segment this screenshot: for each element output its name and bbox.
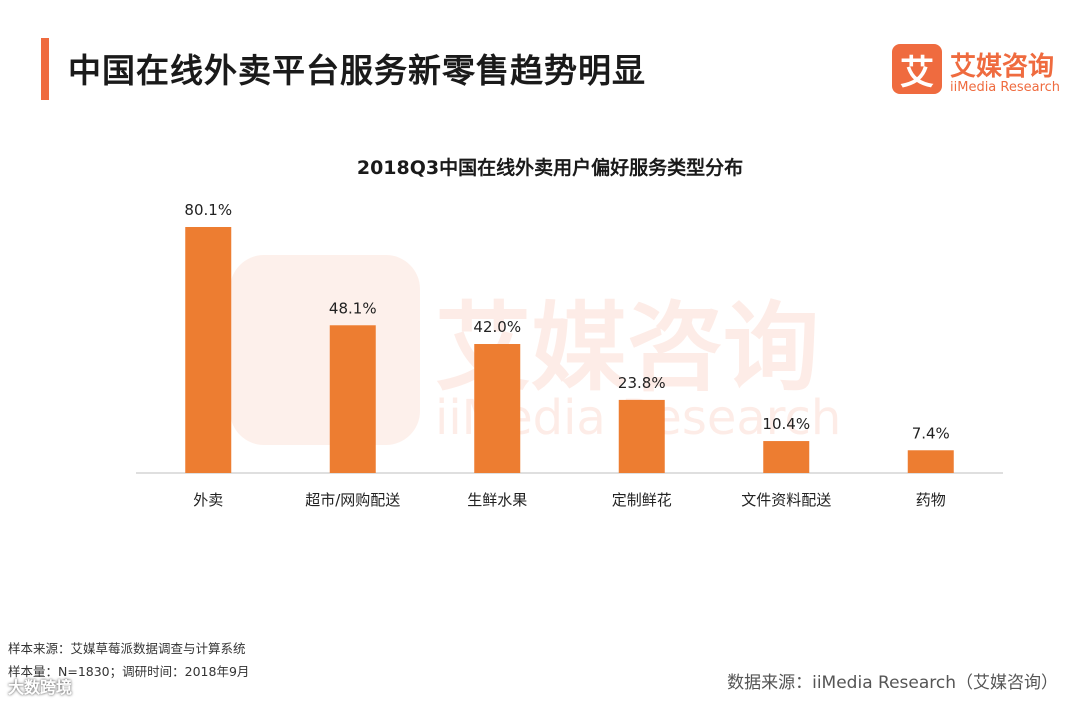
watermark-badge: 大数跨境 xyxy=(8,678,73,697)
data-label: 10.4% xyxy=(762,415,810,433)
data-label: 7.4% xyxy=(912,424,950,442)
x-tick-label: 定制鲜花 xyxy=(612,491,672,509)
data-label: 23.8% xyxy=(618,374,666,392)
data-label: 80.1% xyxy=(184,201,232,219)
logo-mark-icon: 艾 xyxy=(892,44,942,94)
brand-logo: 艾 艾媒咨询 iiMedia Research xyxy=(892,44,1068,100)
sample-size-note: 样本量：N=1830；调研时间：2018年9月 xyxy=(8,664,250,679)
x-tick-label: 药物 xyxy=(916,491,946,509)
x-tick-label: 外卖 xyxy=(193,491,223,509)
logo-text-en: iiMedia Research xyxy=(950,80,1061,95)
bar xyxy=(329,325,376,473)
bar xyxy=(474,344,521,473)
data-source: 数据来源：iiMedia Research（艾媒咨询） xyxy=(727,673,1058,693)
x-tick-label: 生鲜水果 xyxy=(467,491,527,509)
data-label: 42.0% xyxy=(473,318,521,336)
data-label: 48.1% xyxy=(329,299,377,317)
x-tick-label: 文件资料配送 xyxy=(741,491,831,509)
bar xyxy=(618,399,665,473)
logo-text-cn: 艾媒咨询 xyxy=(950,52,1055,82)
page-title: 中国在线外卖平台服务新零售趋势明显 xyxy=(68,51,646,90)
title-accent-bar xyxy=(41,38,49,100)
chart-title: 2018Q3中国在线外卖用户偏好服务类型分布 xyxy=(356,157,744,179)
bar xyxy=(763,441,810,473)
x-tick-label: 超市/网购配送 xyxy=(305,491,400,509)
bar xyxy=(185,227,232,473)
bar xyxy=(907,450,954,473)
sample-source-note: 样本来源：艾媒草莓派数据调查与计算系统 xyxy=(8,641,246,656)
